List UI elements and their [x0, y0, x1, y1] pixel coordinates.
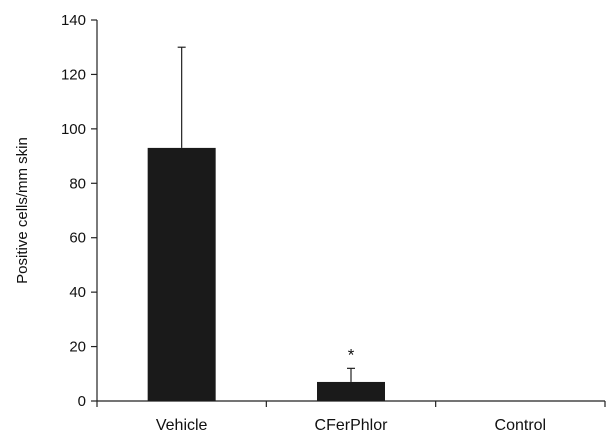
y-tick-label: 60	[69, 230, 86, 247]
x-category-label: Vehicle	[156, 417, 208, 433]
y-tick-label: 100	[61, 121, 86, 138]
y-tick-label: 120	[61, 66, 86, 83]
y-axis-title: Positive cells/mm skin	[14, 137, 31, 284]
x-category-label: Control	[495, 417, 547, 433]
y-axis: 0 20 40 60 80 100 120 140	[61, 12, 98, 410]
x-axis: Vehicle CFerPhlor Control	[96, 400, 606, 433]
y-tick-label: 80	[69, 175, 86, 192]
y-tick-label: 40	[69, 284, 86, 301]
y-tick-label: 140	[61, 12, 86, 29]
bar-cferphlor	[317, 381, 385, 401]
bars: *	[147, 46, 385, 401]
significance-marker: *	[348, 345, 355, 364]
x-category-label: CFerPhlor	[315, 417, 389, 433]
y-tick-label: 20	[69, 339, 86, 356]
y-tick-label: 0	[78, 393, 86, 410]
bar-vehicle	[147, 147, 216, 401]
